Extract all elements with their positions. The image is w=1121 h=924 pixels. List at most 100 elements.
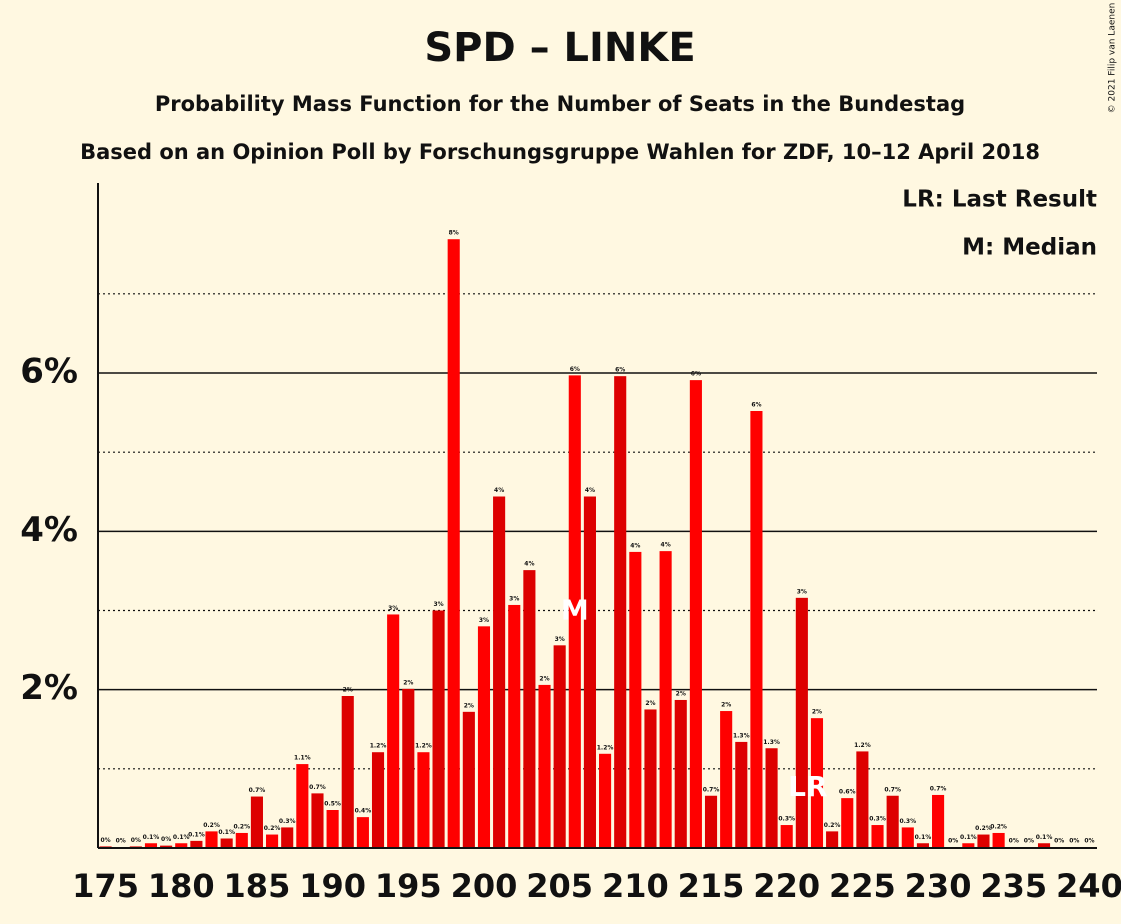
- value-label: 3%: [433, 601, 443, 608]
- value-label: 0%: [948, 838, 958, 845]
- value-label: 3%: [509, 595, 519, 602]
- value-label: 0.3%: [778, 816, 795, 823]
- bar: [841, 798, 854, 848]
- bar: [1037, 843, 1051, 848]
- value-label: 0%: [1069, 838, 1079, 845]
- value-label: 0.7%: [884, 786, 901, 793]
- x-tick-label: 200: [451, 867, 518, 905]
- bar: [720, 711, 733, 848]
- bar: [144, 843, 158, 848]
- bar: [447, 239, 460, 849]
- value-label: 4%: [661, 542, 671, 549]
- value-label: 4%: [494, 487, 504, 494]
- bar: [205, 831, 218, 848]
- legend-entry: M: Median: [962, 235, 1097, 261]
- bar: [871, 825, 884, 848]
- value-label: 1.3%: [733, 732, 750, 739]
- x-tick-label: 195: [375, 867, 442, 905]
- value-label: 0.2%: [233, 823, 250, 830]
- value-label: 0.3%: [869, 816, 886, 823]
- value-label: 0%: [161, 836, 171, 843]
- bar: [296, 764, 309, 848]
- value-label: 0.1%: [960, 834, 977, 841]
- bar: [568, 375, 581, 848]
- value-label: 0%: [100, 837, 110, 844]
- bar: [477, 626, 491, 848]
- bar: [583, 496, 596, 848]
- y-tick-label: 4%: [20, 510, 78, 550]
- bar: [629, 551, 642, 848]
- value-label: 0.1%: [1036, 834, 1053, 841]
- bar: [826, 831, 839, 848]
- bar: [795, 597, 808, 848]
- value-label: 1.2%: [415, 743, 432, 750]
- value-label: 6%: [570, 366, 580, 373]
- bar: [704, 795, 718, 848]
- bar: [553, 645, 566, 848]
- value-label: 0.2%: [990, 823, 1007, 830]
- value-label: 1.2%: [597, 744, 614, 751]
- value-label: 0.2%: [975, 825, 992, 832]
- value-label: 0.1%: [173, 834, 190, 841]
- bar: [220, 838, 233, 848]
- value-label: 0.3%: [899, 818, 916, 825]
- last-result-marker: LR: [788, 770, 827, 803]
- copyright: © 2021 Filip van Laenen: [1108, 3, 1118, 114]
- value-label: 2%: [676, 690, 686, 697]
- x-tick-label: 175: [72, 867, 139, 905]
- bar: [659, 551, 672, 848]
- value-label: 0.7%: [249, 787, 266, 794]
- value-label: 0.5%: [324, 801, 341, 808]
- value-label: 0%: [1009, 838, 1019, 845]
- value-label: 0.3%: [279, 818, 296, 825]
- value-label: 6%: [751, 402, 761, 409]
- value-label: 1.2%: [370, 743, 387, 750]
- bar: [916, 843, 929, 848]
- x-tick-label: 180: [148, 867, 215, 905]
- x-tick-label: 210: [602, 867, 669, 905]
- bar: [977, 834, 990, 848]
- bar: [614, 376, 627, 848]
- bar: [886, 795, 899, 848]
- bar: [674, 699, 687, 848]
- value-label: 0.7%: [930, 785, 947, 792]
- value-label: 8%: [449, 230, 459, 237]
- bar: [417, 752, 430, 848]
- x-tick-label: 185: [224, 867, 291, 905]
- bar: [765, 748, 778, 848]
- value-label: 6%: [615, 367, 625, 374]
- bar: [356, 817, 369, 848]
- value-label: 2%: [403, 679, 413, 686]
- bar: [432, 610, 445, 848]
- bar: [266, 834, 279, 848]
- value-label: 3%: [555, 636, 565, 643]
- bar: [402, 688, 415, 848]
- value-label: 0%: [116, 838, 126, 845]
- value-label: 3%: [388, 605, 398, 612]
- bar: [810, 718, 824, 848]
- value-label: 4%: [585, 487, 595, 494]
- value-label: 1.1%: [294, 755, 311, 762]
- bar: [689, 380, 702, 848]
- bar: [281, 827, 294, 848]
- x-tick-label: 235: [980, 867, 1047, 905]
- value-label: 2%: [343, 687, 353, 694]
- bar: [750, 411, 763, 848]
- value-label: 0%: [131, 837, 141, 844]
- value-label: 0.1%: [218, 829, 235, 836]
- value-label: 0.1%: [915, 834, 932, 841]
- bar: [341, 696, 354, 848]
- bar: [780, 825, 793, 848]
- x-tick-label: 240: [1056, 867, 1121, 905]
- value-label: 0.2%: [824, 822, 841, 829]
- value-label: 3%: [797, 588, 807, 595]
- bar: [932, 794, 945, 848]
- value-label: 0.2%: [264, 825, 281, 832]
- value-label: 0.4%: [355, 808, 372, 815]
- bar: [523, 570, 536, 848]
- value-label: 0.6%: [839, 789, 856, 796]
- value-label: 0.7%: [309, 784, 326, 791]
- bar: [175, 843, 188, 848]
- chart-subtitle: Based on an Opinion Poll by Forschungsgr…: [80, 140, 1040, 164]
- value-label: 1.3%: [763, 739, 780, 746]
